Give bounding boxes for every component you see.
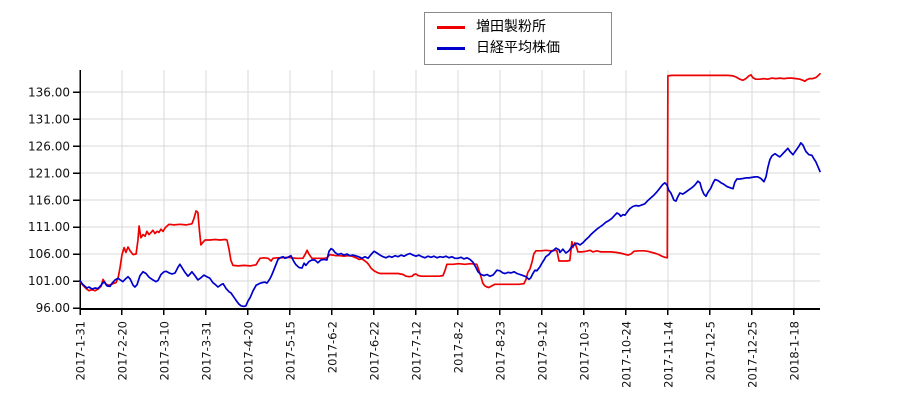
x-tick-label: 2017-8-2 — [451, 321, 465, 373]
y-tick-label: 126.00 — [28, 139, 70, 153]
x-tick-label: 2017-6-2 — [325, 321, 339, 373]
x-tick-label: 2017-12-5 — [703, 321, 717, 381]
x-tick-label: 2017-4-20 — [241, 321, 255, 381]
x-tick-label: 2017-8-23 — [493, 321, 507, 381]
blue-line-swatch — [437, 47, 465, 50]
x-tick-label: 2017-12-25 — [745, 321, 759, 388]
legend-label-nikkei: 日経平均株価 — [476, 40, 560, 56]
x-tick-label: 2017-5-15 — [283, 321, 297, 381]
y-tick-label: 106.00 — [28, 247, 70, 261]
y-tick-label: 111.00 — [28, 220, 70, 234]
legend: 増田製粉所 日経平均株価 — [424, 12, 612, 65]
legend-item-masuda: 増田製粉所 — [425, 17, 611, 38]
x-tick-label: 2017-7-12 — [409, 321, 423, 381]
x-tick-label: 2017-10-24 — [619, 321, 633, 388]
y-tick-label: 101.00 — [28, 274, 70, 288]
series-nikkei-line — [79, 142, 821, 308]
x-tick-label: 2017-9-12 — [535, 321, 549, 381]
x-tick-label: 2017-1-31 — [74, 321, 88, 381]
x-tick-label: 2017-3-31 — [199, 321, 213, 381]
x-tick-label: 2017-11-14 — [661, 321, 675, 388]
y-tick-label: 96.00 — [36, 301, 70, 315]
legend-label-masuda: 増田製粉所 — [476, 19, 546, 35]
x-tick-label: 2018-1-18 — [787, 321, 801, 381]
y-tick-label: 116.00 — [28, 193, 70, 207]
x-tick-label: 2017-6-22 — [367, 321, 381, 381]
x-tick-label: 2017-10-3 — [577, 321, 591, 381]
series-masuda-line — [79, 72, 821, 292]
y-tick-label: 121.00 — [28, 166, 70, 180]
x-tick-label: 2017-3-10 — [157, 321, 171, 381]
red-line-swatch — [437, 26, 465, 29]
y-tick-label: 136.00 — [28, 85, 70, 99]
x-tick-label: 2017-2-20 — [115, 321, 129, 381]
y-tick-label: 131.00 — [28, 112, 70, 126]
legend-item-nikkei: 日経平均株価 — [425, 38, 611, 59]
